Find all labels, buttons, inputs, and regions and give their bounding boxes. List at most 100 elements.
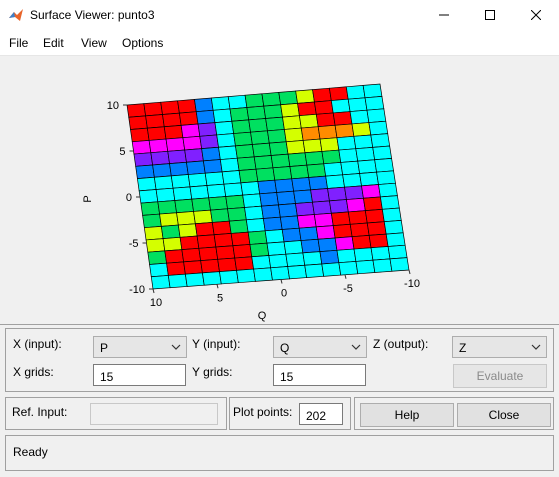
surface-cell: [180, 123, 201, 139]
surface-cell: [249, 242, 270, 258]
menu-edit[interactable]: Edit: [43, 36, 64, 50]
q-axis-tick: [216, 284, 219, 289]
surface-cell: [304, 263, 325, 278]
surface-cell: [183, 260, 203, 275]
surface-cell: [251, 142, 272, 158]
surface-cell: [142, 213, 162, 229]
surface-cell: [340, 160, 361, 176]
menu-options[interactable]: Options: [122, 36, 164, 50]
surface-cell: [319, 249, 340, 265]
surface-cell: [259, 192, 279, 207]
surface-cell: [227, 207, 247, 222]
surface-cell: [345, 85, 366, 100]
surface-cell: [165, 137, 186, 152]
help-button[interactable]: Help: [360, 403, 454, 427]
surface-cell: [270, 266, 290, 281]
surface-cell: [278, 90, 298, 106]
surface-cell: [176, 211, 196, 226]
surface-cell: [201, 146, 221, 162]
surface-cell: [300, 238, 321, 254]
surface-cell: [378, 182, 398, 198]
surface-cell: [281, 227, 302, 243]
q-tick-label: -5: [343, 283, 353, 295]
minimize-button[interactable]: [421, 0, 467, 30]
maximize-button[interactable]: [467, 0, 513, 30]
surface-cell: [347, 97, 368, 112]
surface-cell: [146, 126, 167, 141]
surface-cell: [321, 262, 342, 277]
p-tick-label: -5: [129, 238, 139, 250]
x-grids-input[interactable]: [93, 364, 186, 386]
chevron-down-icon: [168, 339, 184, 355]
surface-cell: [298, 113, 319, 129]
y-grids-input[interactable]: [273, 364, 366, 386]
surface-cell: [236, 156, 257, 171]
surface-cell: [159, 212, 179, 227]
surface-cell: [157, 200, 177, 215]
surface-cell: [297, 101, 317, 117]
surface-cell: [227, 94, 248, 110]
surface-cell: [253, 155, 274, 170]
evaluate-button[interactable]: Evaluate: [453, 364, 547, 388]
x-input-select[interactable]: P: [93, 336, 187, 358]
surface-cell: [328, 86, 349, 101]
surface-cell: [282, 115, 302, 130]
plot-points-label: Plot points:: [233, 405, 293, 419]
y-input-label: Y (input):: [192, 337, 241, 351]
surface-cell: [148, 138, 169, 154]
menu-bar: File Edit View Options: [0, 30, 559, 56]
surface-cell: [323, 162, 344, 177]
surface-cell: [330, 98, 351, 114]
surface-cell: [368, 233, 389, 249]
surface-cell: [329, 199, 349, 214]
surface-cell: [164, 249, 185, 264]
y-input-value: Q: [280, 341, 290, 355]
surface-cell: [330, 211, 351, 226]
surface-cell: [143, 101, 163, 117]
surface-cell: [255, 167, 276, 182]
surface-cell: [213, 233, 234, 248]
surface-cell: [279, 215, 300, 230]
surface-cell: [202, 271, 222, 286]
surface-cell: [200, 258, 220, 274]
surface-cell: [251, 255, 272, 270]
surface-cell: [236, 268, 256, 284]
surface-cell: [300, 126, 321, 141]
ref-input-field[interactable]: [90, 403, 218, 425]
surface-cell: [232, 244, 253, 259]
plot-area[interactable]: 10 5 0 -5 -10 10 5 0 -5 -10 P Q: [0, 57, 559, 325]
plot-points-input[interactable]: [299, 403, 343, 425]
surface-cell: [381, 207, 402, 223]
surface-cell: [206, 183, 227, 199]
menu-file[interactable]: File: [9, 36, 29, 50]
surface-cell: [261, 92, 282, 107]
surface-cell: [372, 145, 393, 161]
surface-cell: [295, 89, 315, 104]
surface-cell: [361, 184, 381, 199]
surface-cell: [298, 226, 319, 241]
surface-cell: [374, 158, 394, 173]
surface-cell: [291, 177, 312, 192]
surface-cell: [334, 236, 355, 251]
surface-cell: [163, 125, 184, 140]
surface-cell: [364, 208, 385, 224]
z-output-select[interactable]: Z: [452, 336, 547, 358]
surface-cell: [261, 204, 281, 219]
surface-cell: [170, 174, 191, 189]
y-input-select[interactable]: Q: [273, 336, 367, 358]
surface-cell: [195, 109, 216, 125]
q-axis-tick: [408, 269, 411, 275]
surface-cell: [178, 111, 199, 126]
surface-cell: [229, 107, 250, 122]
menu-view[interactable]: View: [81, 36, 107, 50]
surface-cell: [280, 102, 300, 118]
surface-plot[interactable]: 10 5 0 -5 -10 10 5 0 -5 -10 P Q: [0, 57, 559, 325]
surface-cell: [289, 164, 310, 180]
surface-cell: [202, 159, 223, 174]
surface-cell: [214, 120, 235, 136]
close-window-button[interactable]: [513, 0, 559, 30]
surface-cell: [266, 241, 287, 256]
q-tick-label: 5: [217, 292, 223, 304]
close-button[interactable]: Close: [457, 403, 551, 427]
chevron-down-icon: [528, 339, 544, 355]
